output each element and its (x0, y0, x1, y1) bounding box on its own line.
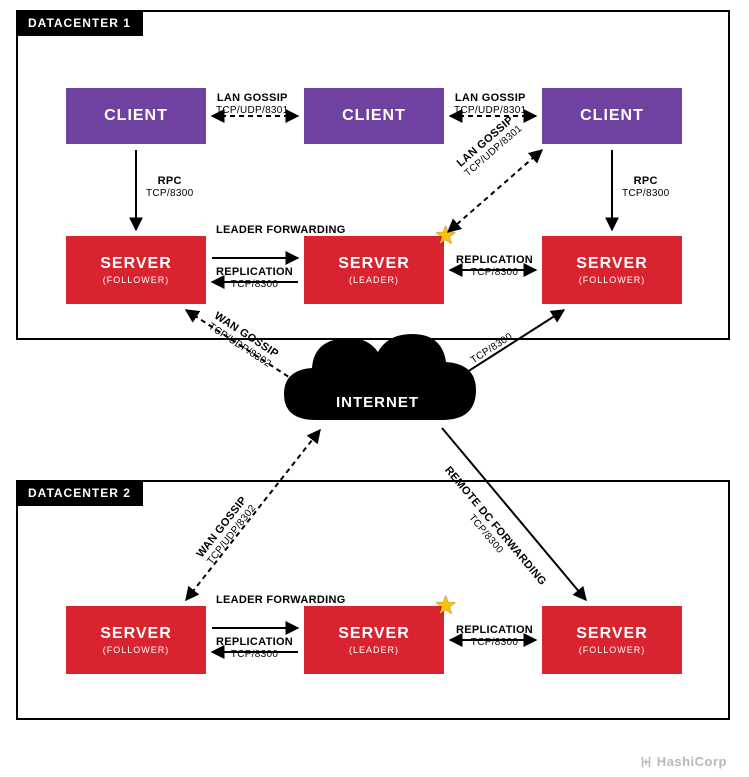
edge-label: RPC TCP/8300 (146, 175, 193, 199)
edge-label: LEADER FORWARDING (216, 224, 300, 237)
connectors-svg (16, 10, 733, 750)
edge-label: REPLICATION TCP/8300 (216, 266, 293, 290)
edge-label: LEADER FORWARDING (216, 594, 300, 607)
edge-label: LAN GOSSIP TCP/UDP/8301 (454, 92, 527, 116)
internet-label: INTERNET (336, 394, 419, 411)
edge-label: REPLICATION TCP/8300 (456, 624, 533, 648)
edge-label: REPLICATION TCP/8300 (216, 636, 293, 660)
diagram-stage: DATACENTER 1 DATACENTER 2 CLIENT CLIENT … (16, 10, 733, 750)
brand-text: HashiCorp (657, 754, 727, 769)
edge-label: LAN GOSSIP TCP/UDP/8301 (216, 92, 289, 116)
edge-label: RPC TCP/8300 (622, 175, 669, 199)
edge-label: REPLICATION TCP/8300 (456, 254, 533, 278)
brand-logo-icon (639, 755, 653, 769)
brand-watermark: HashiCorp (639, 754, 727, 769)
